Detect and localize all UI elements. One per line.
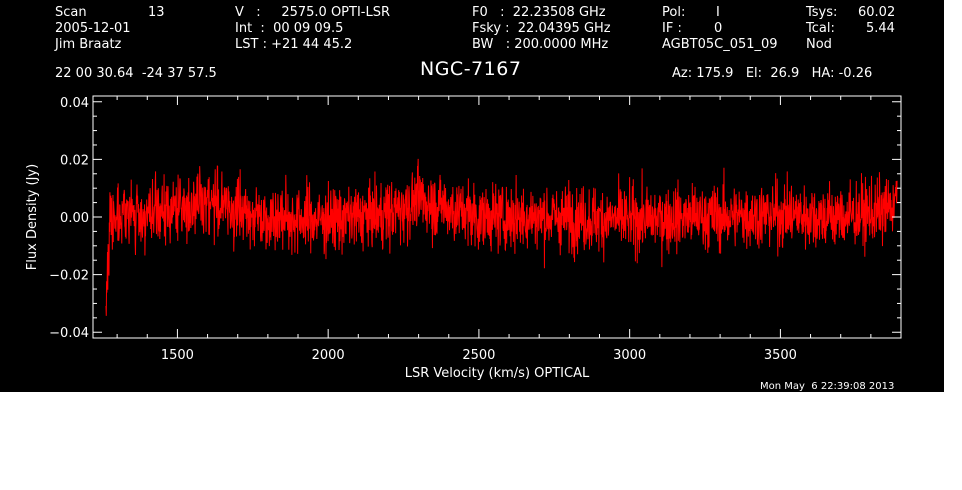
tcal-value: 5.44 [866,21,895,36]
x-tick-label: 2000 [312,348,345,363]
spectrum-chart: 1500 2000 2500 3000 3500 −0.04 −0.02 0.00 0.02 0.… [25,95,902,381]
y-tick-label: −0.04 [49,326,89,341]
x-tick-label: 3000 [613,348,646,363]
sky-frequency: Fsky : 22.04395 GHz [472,21,611,36]
y-tick-label: −0.02 [49,269,89,284]
scan-label: Scan [55,5,87,20]
polarization-label: Pol: [662,5,686,20]
scan-number: 13 [148,5,165,20]
x-tick-label: 3500 [764,348,797,363]
plot-timestamp: Mon May 6 22:39:08 2013 [760,381,895,392]
x-axis-title: LSR Velocity (km/s) OPTICAL [405,366,590,381]
y-tick-label: 0.04 [60,96,89,111]
tsys-label: Tsys: [806,5,838,20]
if-label: IF : [662,21,682,36]
observing-mode: Nod [806,37,832,52]
source-name: NGC-7167 [420,58,522,80]
if-value: 0 [714,21,723,36]
y-axis-title: Flux Density (Jy) [25,164,40,270]
integration-time: Int : 00 09 09.5 [235,21,344,36]
trace-layer [105,158,898,316]
project-id: AGBT05C_051_09 [662,37,778,52]
observation-date: 2005-12-01 [55,21,131,36]
lst-readout: LST : +21 44 45.2 [235,37,353,52]
tsys-value: 60.02 [858,5,896,20]
tcal-label: Tcal: [806,21,835,36]
source-coordinates: 22 00 30.64 -24 37 57.5 [55,66,217,81]
pointing-readout: Az: 175.9 El: 26.9 HA: -0.26 [672,66,873,81]
tick-layer: 1500 2000 2500 3000 3500 −0.04 −0.02 0.00 0.02 0.… [49,96,902,363]
polarization-value: I [716,5,720,20]
x-tick-label: 1500 [161,348,194,363]
y-tick-label: 0.02 [60,153,89,168]
x-tick-label: 2500 [462,348,495,363]
bandwidth: BW : 200.0000 MHz [472,37,609,52]
rest-frequency: F0 : 22.23508 GHz [472,5,606,20]
spectrum-trace [105,158,898,316]
spectrum-plot-panel: Scan 13 2005-12-01 Jim Braatz V : 2575.0… [0,0,944,392]
y-tick-label: 0.00 [60,211,89,226]
velocity-readout: V : 2575.0 OPTI-LSR [235,5,391,20]
observer-name: Jim Braatz [55,37,122,52]
